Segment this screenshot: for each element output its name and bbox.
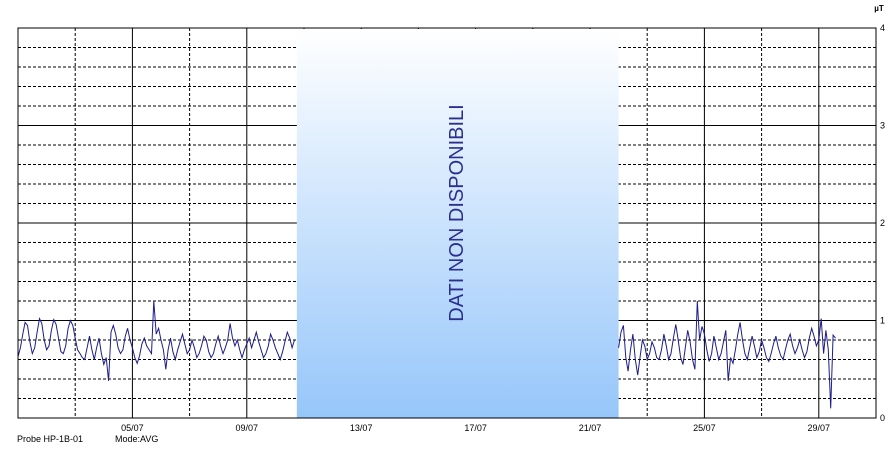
y-tick-label: 4 (880, 23, 885, 33)
x-tick-labels: 05/07 09/07 13/07 17/07 21/07 25/07 29/07 (121, 423, 830, 433)
x-tick-label: 05/07 (121, 423, 144, 433)
mode-label: Mode:AVG (115, 434, 158, 444)
y-tick-label: 2 (880, 218, 885, 228)
y-tick-label: 0 (880, 413, 885, 423)
x-tick-label: 09/07 (236, 423, 259, 433)
series-line (17, 300, 295, 381)
unit-label: µT (874, 4, 884, 13)
y-tick-label: 1 (880, 316, 885, 326)
plot-border (17, 27, 877, 419)
probe-label: Probe HP-1B-01 (17, 434, 83, 444)
x-tick-label: 29/07 (808, 423, 831, 433)
series-line (618, 300, 836, 409)
series-group (17, 300, 836, 409)
y-tick-labels: 0 1 2 3 4 (880, 23, 885, 423)
no-data-label: DATI NON DISPONIBILI (446, 104, 468, 321)
x-tick-label: 17/07 (464, 423, 487, 433)
no-data-band (296, 29, 619, 418)
x-tick-label: 25/07 (693, 423, 716, 433)
x-tick-label: 13/07 (350, 423, 373, 433)
y-tick-label: 3 (880, 121, 885, 131)
x-tick-label: 21/07 (579, 423, 602, 433)
